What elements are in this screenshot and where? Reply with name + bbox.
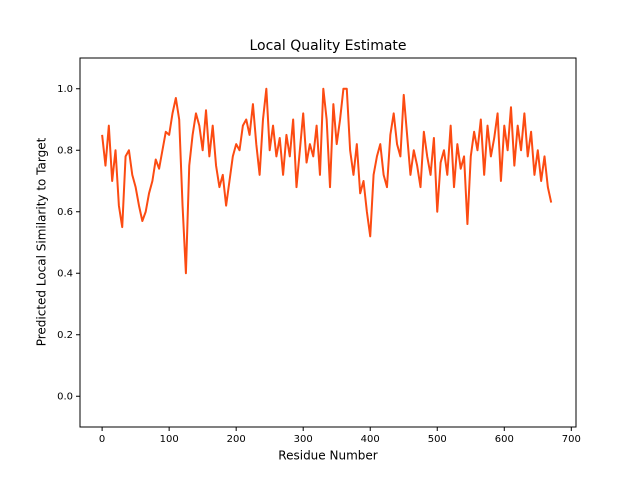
y-tick-label: 0.8 — [57, 145, 73, 156]
chart-title: Local Quality Estimate — [249, 38, 406, 54]
y-tick-label: 0.4 — [57, 268, 73, 279]
x-tick-label: 200 — [227, 434, 246, 445]
y-tick-label: 0.0 — [57, 391, 73, 402]
x-tick-label: 600 — [495, 434, 514, 445]
y-tick-label: 1.0 — [57, 84, 73, 95]
y-axis-label: Predicted Local Similarity to Target — [35, 137, 49, 346]
y-tick-label: 0.6 — [57, 207, 73, 218]
y-tick-label: 0.2 — [57, 330, 73, 341]
x-tick-label: 700 — [562, 434, 581, 445]
x-tick-label: 300 — [294, 434, 313, 445]
x-tick-label: 100 — [160, 434, 179, 445]
x-tick-label: 400 — [361, 434, 380, 445]
x-tick-label: 500 — [428, 434, 447, 445]
x-axis-label: Residue Number — [278, 449, 377, 463]
axes-frame — [79, 57, 577, 428]
data-line — [101, 87, 553, 275]
x-tick-label: 0 — [99, 434, 105, 445]
